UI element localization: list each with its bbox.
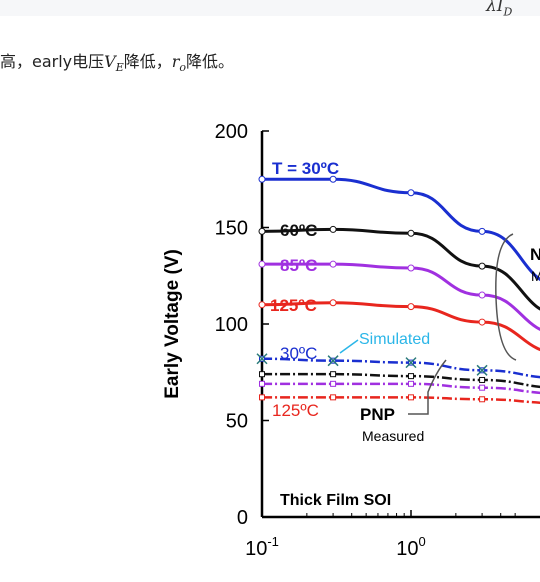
npn-bracket [495,233,517,361]
series-line [262,372,540,389]
series-marker [330,380,337,387]
series-marker [258,227,266,235]
series-marker [259,380,265,387]
series-marker [258,175,266,183]
simulated-marker [327,355,339,367]
series-marker [329,260,337,268]
series-marker [329,175,337,183]
series-marker [407,189,415,197]
simulated-marker [476,364,488,376]
series-marker [408,373,414,380]
early-voltage-figure: Early Voltage (V) 0 50 100 150 200 10-1 100 T… [150,110,540,582]
series-marker [478,262,486,270]
y-tick-label: 50 [226,411,248,433]
y-axis-label: Early Voltage (V) [162,249,183,399]
npn-measured-partial: M [531,268,540,284]
series-label-pnp-125c: 125ºC [272,401,319,420]
simulated-arrow [339,339,359,354]
measured-label: Measured [362,428,424,444]
series-label-60c: 60ºC [280,221,317,240]
series-marker [479,376,486,383]
series-line [261,227,540,311]
ro-variable: ro [171,52,187,75]
top-formula: λID [486,0,513,19]
series-line [262,177,540,281]
y-tick-label: 100 [215,314,248,336]
ve-variable: VE [104,52,124,75]
simulated-marker [405,357,417,369]
top-formula-bar: λID [0,0,540,19]
paragraph-text: 高，early电压VE降低，ro降低。 [0,52,235,75]
series-marker [478,291,486,299]
series-marker [479,384,486,391]
series-marker [479,396,486,403]
series-marker [478,318,486,326]
series-marker [258,301,266,309]
series-marker [330,394,337,401]
y-tick-label: 150 [215,218,248,240]
series-marker [330,371,337,378]
series-marker [407,264,415,272]
series-label-125c: 125ºC [270,296,317,315]
npn-label-partial: N [530,245,540,264]
series-label-30c: T = 30ºC [272,159,339,178]
simulated-marker [256,353,268,365]
series-marker [329,299,337,307]
thick-film-label: Thick Film SOI [280,492,391,509]
series-marker [408,394,414,401]
series-marker [329,225,337,233]
x-tick-label: 10-1 [245,534,279,560]
series-label-pnp-30c: 30ºC [280,344,317,363]
series-label-85c: 85ºC [280,256,317,275]
series-marker [478,227,486,235]
series-marker [258,260,266,268]
series-marker [407,303,415,311]
pnp-bracket [408,359,447,415]
pnp-label: PNP [360,405,395,424]
series-marker [259,394,265,401]
series-marker [408,380,414,387]
simulated-label: Simulated [359,331,430,348]
y-tick-label: 200 [215,121,248,143]
series-marker [259,371,265,378]
series-line [262,382,540,395]
series-marker [407,229,415,237]
x-tick-label: 100 [396,534,425,560]
early-voltage-chart: Early Voltage (V) 0 50 100 150 200 10-1 100 T… [162,121,540,560]
y-tick-label: 0 [237,507,248,529]
